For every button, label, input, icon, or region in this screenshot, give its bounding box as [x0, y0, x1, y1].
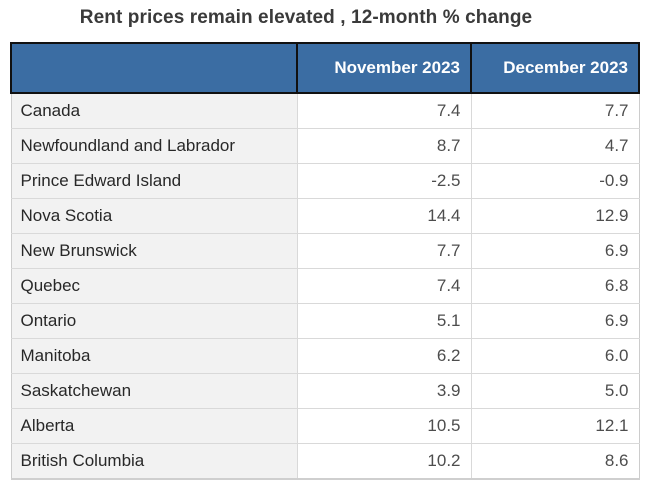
rent-change-table-container: November 2023 December 2023 Canada 7.4 7.7…: [10, 42, 640, 480]
december-value: -0.9: [471, 163, 640, 199]
december-value: 6.9: [471, 233, 640, 269]
november-value: 8.7: [297, 128, 472, 164]
november-value: 7.7: [297, 233, 472, 269]
row-label: Quebec: [10, 268, 298, 304]
table-header: November 2023 December 2023: [10, 42, 640, 94]
november-value: 5.1: [297, 303, 472, 339]
table-body: Canada 7.4 7.7 Newfoundland and Labrador 8.7…: [10, 93, 640, 480]
row-label: Manitoba: [10, 338, 298, 374]
row-label: Nova Scotia: [10, 198, 298, 234]
table-row: Newfoundland and Labrador 8.7 4.7: [10, 128, 640, 164]
header-cell-november-2023: November 2023: [296, 42, 472, 94]
december-value: 5.0: [471, 373, 640, 409]
december-value: 12.9: [471, 198, 640, 234]
december-value: 6.9: [471, 303, 640, 339]
table-row: Prince Edward Island -2.5 -0.9: [10, 163, 640, 199]
table-header-row: November 2023 December 2023: [10, 42, 640, 94]
table-row: Nova Scotia 14.4 12.9: [10, 198, 640, 234]
table-row: Ontario 5.1 6.9: [10, 303, 640, 339]
row-label: Canada: [10, 93, 298, 129]
table-row: Manitoba 6.2 6.0: [10, 338, 640, 374]
table-row: Alberta 10.5 12.1: [10, 408, 640, 444]
row-label: Prince Edward Island: [10, 163, 298, 199]
header-cell-december-2023: December 2023: [470, 42, 640, 94]
row-label: British Columbia: [10, 443, 298, 480]
november-value: 10.5: [297, 408, 472, 444]
table-row: British Columbia 10.2 8.6: [10, 443, 640, 480]
december-value: 12.1: [471, 408, 640, 444]
november-value: 7.4: [297, 93, 472, 129]
header-cell-blank: [10, 42, 298, 94]
row-label: Saskatchewan: [10, 373, 298, 409]
table-row: Canada 7.4 7.7: [10, 93, 640, 129]
row-label: Alberta: [10, 408, 298, 444]
table-row: Saskatchewan 3.9 5.0: [10, 373, 640, 409]
november-value: 6.2: [297, 338, 472, 374]
december-value: 6.0: [471, 338, 640, 374]
rent-change-table: November 2023 December 2023 Canada 7.4 7.7…: [10, 42, 640, 480]
november-value: -2.5: [297, 163, 472, 199]
december-value: 4.7: [471, 128, 640, 164]
row-label: Newfoundland and Labrador: [10, 128, 298, 164]
december-value: 6.8: [471, 268, 640, 304]
december-value: 8.6: [471, 443, 640, 480]
row-label: Ontario: [10, 303, 298, 339]
table-row: Quebec 7.4 6.8: [10, 268, 640, 304]
chart-title: Rent prices remain elevated , 12-month %…: [79, 7, 533, 28]
table-row: New Brunswick 7.7 6.9: [10, 233, 640, 269]
row-label: New Brunswick: [10, 233, 298, 269]
november-value: 10.2: [297, 443, 472, 480]
november-value: 14.4: [297, 198, 472, 234]
november-value: 7.4: [297, 268, 472, 304]
december-value: 7.7: [471, 93, 640, 129]
november-value: 3.9: [297, 373, 472, 409]
